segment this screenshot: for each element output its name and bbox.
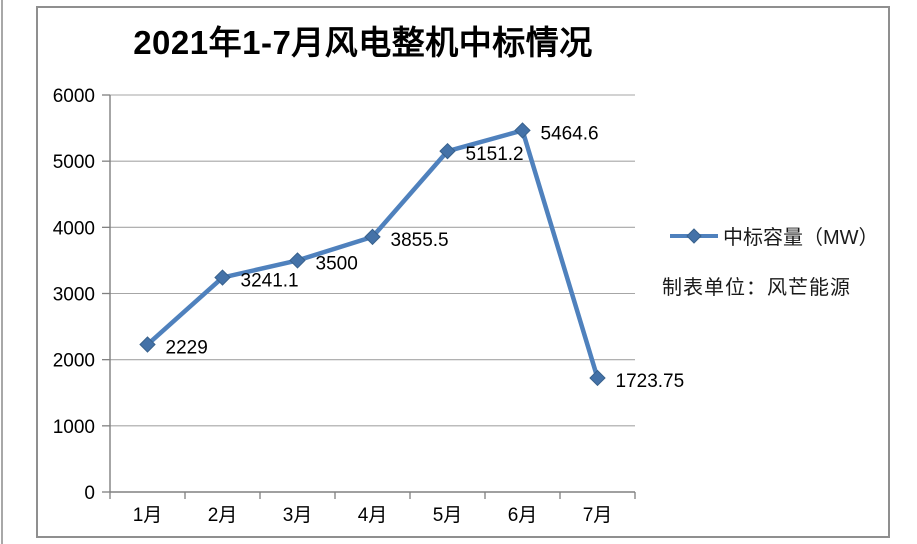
data-label: 5464.6 bbox=[541, 123, 599, 144]
x-category-label: 1月 bbox=[133, 505, 163, 526]
y-tick-label: 3000 bbox=[53, 285, 95, 306]
y-tick-label: 0 bbox=[84, 483, 95, 504]
y-tick-label: 1000 bbox=[53, 417, 95, 438]
series-polyline bbox=[145, 128, 600, 381]
y-tick-label: 6000 bbox=[53, 86, 95, 107]
data-label: 3500 bbox=[316, 253, 358, 274]
x-category-label: 4月 bbox=[358, 505, 388, 526]
data-point-marker bbox=[439, 142, 456, 160]
y-axis bbox=[102, 94, 111, 493]
window-left-edge bbox=[1, 0, 3, 544]
data-label: 1723.75 bbox=[616, 371, 685, 392]
data-point-marker bbox=[289, 252, 306, 269]
legend-label: 中标容量（MW） bbox=[723, 227, 879, 249]
x-axis bbox=[109, 492, 636, 499]
x-category-label: 6月 bbox=[508, 505, 538, 526]
data-point-marker bbox=[589, 369, 606, 387]
data-label: 3241.1 bbox=[241, 271, 299, 292]
y-tick-label: 2000 bbox=[53, 351, 95, 372]
data-point-marker bbox=[364, 228, 381, 246]
x-category-label: 5月 bbox=[433, 505, 463, 526]
x-axis-labels: 1月 2月 3月 4月 5月 6月 7月 bbox=[133, 505, 613, 526]
chart-title: 2021年1-7月风电整机中标情况 bbox=[133, 24, 593, 61]
data-label: 5151.2 bbox=[466, 144, 524, 165]
y-tick-label: 4000 bbox=[53, 218, 95, 239]
y-tick-label: 5000 bbox=[53, 152, 95, 173]
data-label: 2229 bbox=[166, 338, 208, 359]
x-category-label: 2月 bbox=[208, 505, 238, 526]
data-point-marker bbox=[139, 336, 156, 353]
series-line bbox=[145, 128, 600, 381]
x-category-label: 7月 bbox=[583, 505, 613, 526]
x-category-label: 3月 bbox=[283, 505, 313, 526]
legend-line-marker-icon bbox=[670, 227, 718, 244]
gridlines bbox=[110, 94, 635, 493]
legend: 中标容量（MW） bbox=[668, 221, 879, 250]
data-label: 3855.5 bbox=[391, 230, 449, 251]
data-labels: 2229 3241.1 3500 3855.5 5151.2 5464.6 1723.75 bbox=[166, 123, 685, 392]
y-axis-labels: 0 1000 2000 3000 4000 5000 6000 bbox=[53, 86, 95, 504]
data-point-markers bbox=[139, 122, 606, 387]
note-text: 制表单位：风芒能源 bbox=[662, 277, 851, 299]
data-point-marker bbox=[214, 269, 231, 286]
data-point-marker bbox=[514, 122, 531, 139]
